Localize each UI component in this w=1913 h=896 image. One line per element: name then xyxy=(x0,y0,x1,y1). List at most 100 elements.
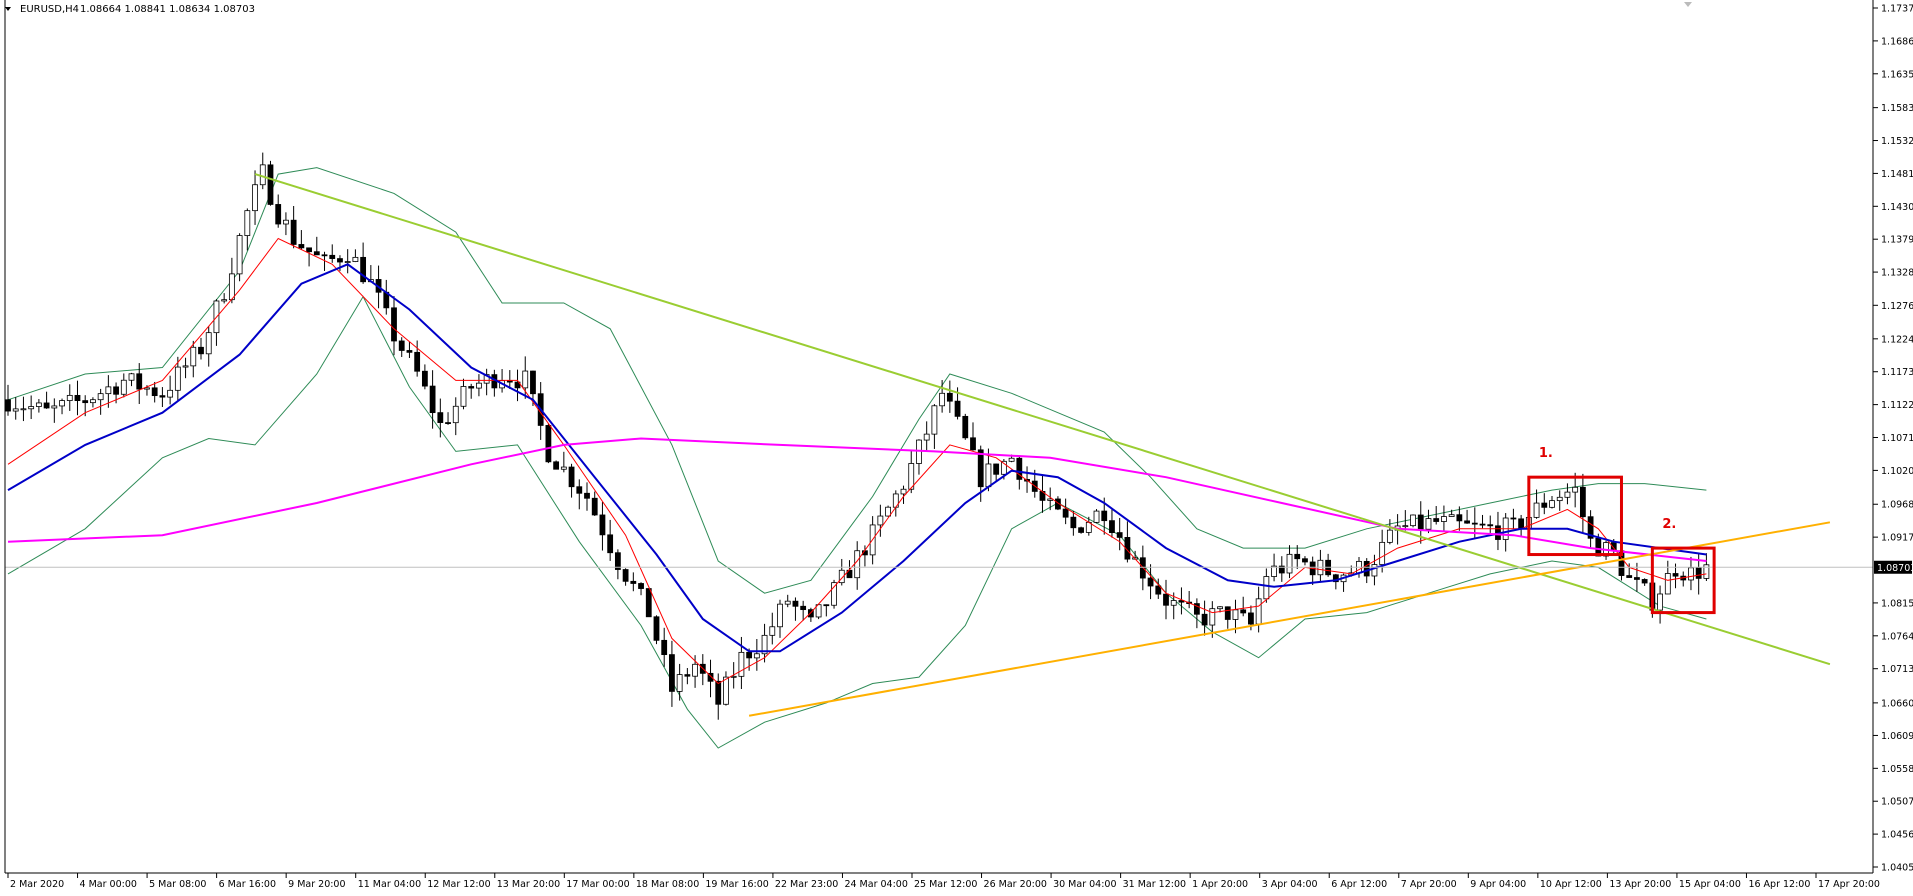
candle-body xyxy=(406,350,413,353)
uptrend-trendline[interactable] xyxy=(748,521,1831,717)
candle-body xyxy=(1062,508,1069,518)
candle-body xyxy=(769,626,776,636)
y-tick-label: 1.07640 xyxy=(1881,631,1913,642)
candle-body xyxy=(1417,514,1424,530)
bollinger-lower-line xyxy=(7,295,1707,749)
x-tick-label: 13 Apr 20:00 xyxy=(1609,879,1671,890)
y-tick-label: 1.16865 xyxy=(1881,36,1913,47)
triangle-down-icon[interactable] xyxy=(5,7,11,11)
x-tick-label: 6 Mar 16:00 xyxy=(219,879,276,890)
candle-body xyxy=(738,651,745,677)
x-tick-label: 25 Mar 12:00 xyxy=(914,879,977,890)
candle-body xyxy=(460,386,467,407)
candle-body xyxy=(120,379,127,395)
y-tick-label: 1.10715 xyxy=(1881,433,1913,444)
candle-body xyxy=(792,600,799,607)
candle-body xyxy=(1549,500,1555,508)
candle-body xyxy=(560,466,567,470)
candle-body xyxy=(931,405,938,435)
annotation-label: 1. xyxy=(1539,446,1553,461)
candle-body xyxy=(1688,567,1694,581)
candle-body xyxy=(908,463,915,490)
candle-body xyxy=(576,486,583,494)
candle-body xyxy=(1201,613,1208,626)
candle-body xyxy=(74,394,81,402)
time-axis[interactable]: 2 Mar 2020 4 Mar 00:00 5 Mar 08:00 6 Mar 16… xyxy=(7,873,1880,890)
y-tick-label: 1.06095 xyxy=(1881,731,1913,742)
symbol-label: EURUSD,H4 xyxy=(20,4,79,15)
candle-body xyxy=(977,449,984,488)
candle-body xyxy=(1278,565,1285,574)
y-tick-label: 1.05075 xyxy=(1881,797,1913,808)
moving-average-fast-line xyxy=(7,237,1707,685)
candle-body xyxy=(707,672,714,682)
x-tick-label: 2 Mar 2020 xyxy=(10,879,64,890)
candle-body xyxy=(337,258,343,263)
candle-body xyxy=(321,254,328,257)
y-tick-label: 1.05585 xyxy=(1881,764,1913,775)
candle-body xyxy=(429,385,436,414)
y-tick-label: 1.08150 xyxy=(1881,598,1913,609)
candle-body xyxy=(614,552,621,570)
candle-body xyxy=(1271,565,1277,577)
candle-body xyxy=(1163,593,1169,606)
candle-body xyxy=(1448,514,1455,517)
candle-body xyxy=(1294,553,1301,560)
candle-body xyxy=(391,307,397,342)
candle-body xyxy=(753,653,760,659)
candle-body xyxy=(1255,598,1262,625)
candle-body xyxy=(1363,560,1370,577)
candle-body xyxy=(1703,564,1710,579)
chart-shift-icon[interactable] xyxy=(1684,2,1692,7)
candle-body xyxy=(1124,537,1131,560)
candle-body xyxy=(962,415,969,439)
x-tick-label: 10 Apr 12:00 xyxy=(1540,879,1602,890)
candle-body xyxy=(97,393,104,401)
candle-body xyxy=(1541,502,1548,508)
annotation-box[interactable] xyxy=(1527,475,1623,557)
candle-body xyxy=(568,466,575,488)
candle-body xyxy=(784,600,791,605)
candle-body xyxy=(653,616,660,641)
candle-body xyxy=(1626,575,1633,578)
candle-body xyxy=(684,674,691,677)
candle-body xyxy=(144,387,150,390)
y-tick-label: 1.11225 xyxy=(1881,400,1913,411)
candle-body xyxy=(1425,518,1432,530)
candle-body xyxy=(1193,603,1200,615)
candle-body xyxy=(1240,609,1247,614)
candle-body xyxy=(468,386,475,389)
candle-body xyxy=(1456,514,1463,522)
x-tick-label: 4 Mar 00:00 xyxy=(80,879,137,890)
downtrend-trendline[interactable] xyxy=(254,173,1831,666)
candle-body xyxy=(1664,573,1671,595)
candle-body xyxy=(136,373,143,390)
candle-body xyxy=(306,247,312,253)
candle-body xyxy=(800,605,807,611)
candle-body xyxy=(823,604,830,607)
y-tick-label: 1.09680 xyxy=(1881,500,1913,511)
candle-body xyxy=(1016,457,1023,480)
candle-body xyxy=(159,395,166,398)
candle-body xyxy=(190,346,197,367)
y-tick-label: 1.15320 xyxy=(1881,136,1913,147)
candle-body xyxy=(1248,612,1254,625)
candle-body xyxy=(1147,577,1154,587)
candle-body xyxy=(352,256,359,262)
candle-body xyxy=(275,204,282,225)
candle-body xyxy=(1487,524,1494,527)
candle-body xyxy=(151,387,158,397)
x-tick-label: 19 Mar 16:00 xyxy=(705,879,768,890)
candle-body xyxy=(1641,579,1648,584)
candle-body xyxy=(1464,520,1470,524)
candle-body xyxy=(283,219,289,225)
price-axis[interactable]: 1.17375 1.16865 1.16355 1.15830 1.15320 1.148… xyxy=(1873,4,1913,874)
candle-body xyxy=(1479,523,1486,526)
candle-body xyxy=(198,346,204,355)
candle-body xyxy=(777,603,783,628)
candle-body xyxy=(1533,502,1540,518)
candle-body xyxy=(1402,525,1409,528)
annotation-box[interactable] xyxy=(1650,546,1716,615)
